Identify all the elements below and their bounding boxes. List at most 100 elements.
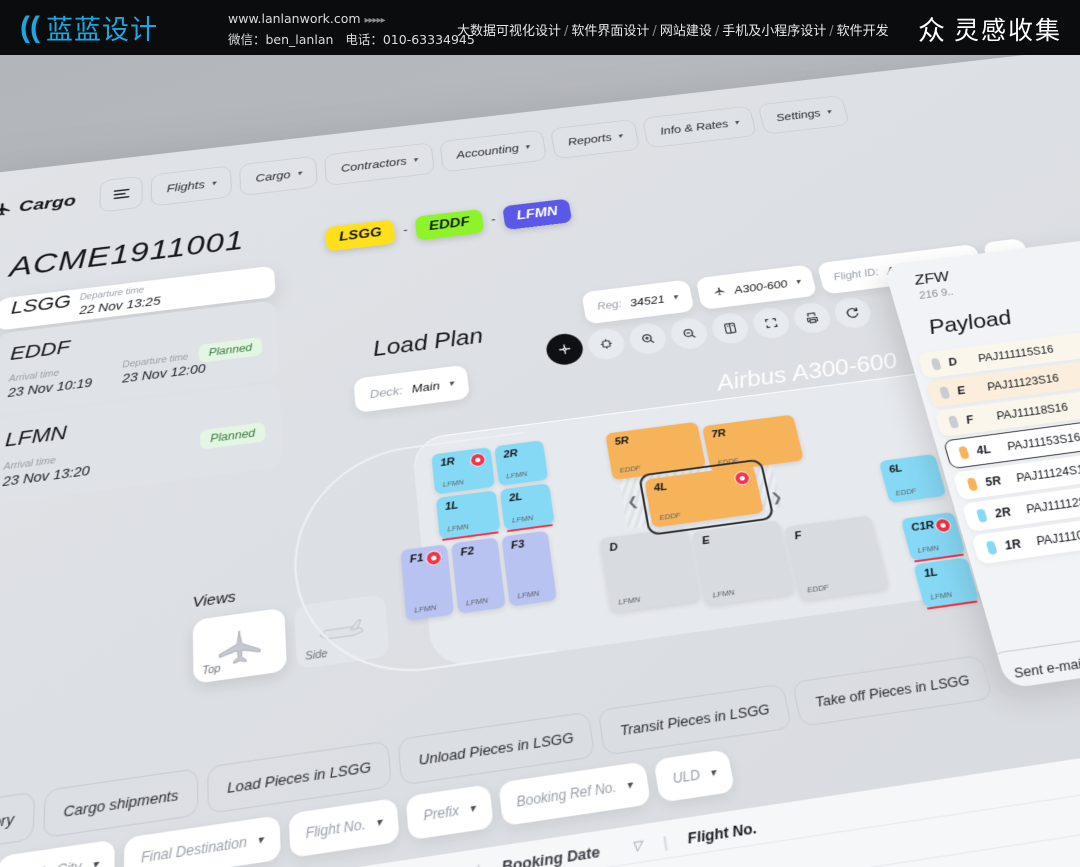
chevron-down-icon: ▾	[412, 155, 419, 164]
nav-item-settings[interactable]: Settings ▾	[757, 95, 851, 135]
cargo-position-dest: LFMN	[442, 477, 465, 489]
cargo-position-dest: LFMN	[929, 589, 954, 602]
payload-color-dot	[966, 477, 979, 492]
cargo-position[interactable]: 2L LFMN	[499, 483, 555, 533]
print-icon[interactable]	[790, 300, 834, 336]
reg-select[interactable]: Reg: 34521 ▾	[581, 279, 695, 325]
promo-mark-icon: 众	[917, 16, 945, 47]
cargo-position[interactable]: 2R LFMN	[494, 440, 549, 486]
cargo-position-dest: LFMN	[617, 594, 641, 607]
zfw-subtitle: 216 9..	[917, 285, 956, 302]
chevron-down-icon: ▾	[825, 107, 832, 116]
route-chip[interactable]: LFMN	[502, 198, 573, 231]
plane-icon	[713, 286, 725, 296]
filter-placeholder: Prefix	[422, 802, 460, 824]
aircraft-type-value: A300-600	[732, 277, 789, 296]
aircraft-type-select[interactable]: A300-600 ▾	[695, 264, 818, 310]
alert-icon[interactable]	[425, 549, 443, 567]
alert-icon[interactable]	[469, 452, 487, 468]
cargo-position[interactable]: F1 LFMN	[400, 544, 455, 622]
payload-position: F	[964, 413, 976, 427]
plane-top-icon	[214, 625, 266, 667]
drag-tool-icon[interactable]	[585, 326, 627, 362]
zfw-block: ZFW 216 9..	[912, 269, 955, 301]
service-separator: /	[564, 24, 569, 39]
table-col-booking-date[interactable]: ▽ | Booking Date	[445, 838, 634, 867]
filter-placeholder: ULD	[671, 766, 702, 787]
deck-select[interactable]: Deck: Main ▾	[353, 364, 471, 413]
reg-value: 34521	[628, 292, 666, 309]
cargo-position[interactable]: E LFMN	[691, 520, 795, 606]
nav-item-flights[interactable]: Flights ▾	[150, 165, 233, 207]
bottom-tab[interactable]: Cargo shipments	[42, 767, 199, 839]
logo-glyph-icon: ((	[20, 10, 40, 44]
nav-item-cargo[interactable]: Cargo ▾	[239, 155, 319, 197]
cargo-position-id: C1R	[909, 519, 936, 534]
cargo-position-id: 1R	[439, 456, 456, 469]
cargo-position[interactable]: F3 LFMN	[501, 530, 558, 607]
payload-awb: PAJ11123S16	[985, 371, 1061, 394]
fit-screen-icon[interactable]	[750, 306, 793, 341]
filter-select[interactable]: Prefix ▾	[405, 784, 494, 841]
nav-item-info-rates[interactable]: Info & Rates ▾	[642, 105, 758, 149]
cargo-position-id: 1L	[444, 499, 459, 513]
view-option-top[interactable]: Top	[192, 607, 288, 684]
nav-label: Flights	[166, 178, 205, 195]
main-nav: Flights ▾ Cargo ▾ Contractors ▾ Accounti…	[99, 95, 851, 213]
cargo-position-dest: LFMN	[516, 588, 540, 601]
cargo-position[interactable]: F2 LFMN	[450, 537, 506, 614]
payload-position: 4L	[974, 442, 993, 458]
nav-item-contractors[interactable]: Contractors ▾	[324, 142, 435, 186]
book-icon[interactable]	[709, 311, 752, 346]
filter-placeholder: Flight No.	[305, 816, 367, 842]
refresh-icon[interactable]	[831, 295, 875, 330]
screenshot-stage: Cargo Flights ▾ Cargo ▾ Contractors ▾ Ac…	[0, 55, 1080, 867]
flight-times: Departure time 22 Nov 13:25	[79, 284, 160, 317]
payload-awb: PAJ11102S16	[1034, 524, 1080, 549]
prev-position-arrow[interactable]: ❮	[625, 493, 640, 510]
flight-time-block: Arrival time 23 Nov 10:19	[8, 365, 93, 400]
cargo-position[interactable]: C1R LFMN	[900, 511, 966, 563]
cargo-position-id: 2R	[502, 447, 519, 461]
filter-select[interactable]: Flight No. ▾	[288, 797, 400, 859]
chevron-down-icon: ▾	[211, 179, 217, 188]
nav-item-reports[interactable]: Reports ▾	[550, 118, 641, 160]
chevron-down-icon: ▾	[91, 857, 99, 867]
cargo-position[interactable]: D LFMN	[599, 527, 701, 613]
payload-position: 2R	[993, 505, 1013, 521]
service-separator: /	[829, 24, 834, 39]
nav-menu-button[interactable]	[99, 175, 143, 213]
zoom-out-icon[interactable]	[668, 316, 711, 351]
filter-placeholder: Origin City	[14, 858, 82, 867]
filter-select[interactable]: Booking Ref No. ▾	[497, 761, 652, 827]
cargo-position-dest: LFMN	[511, 513, 534, 525]
cargo-position[interactable]: 1R LFMN	[431, 446, 496, 495]
zoom-in-icon[interactable]	[627, 321, 669, 357]
filter-icon[interactable]: ▽	[631, 838, 644, 855]
view-option-label: Side	[305, 648, 328, 663]
nav-label: Contractors	[340, 155, 408, 175]
payload-color-dot	[985, 540, 998, 556]
flight-leg-code: LSGG	[10, 290, 72, 318]
chevron-down-icon: ▾	[296, 169, 302, 178]
cargo-position[interactable]: 1L LFMN	[435, 490, 501, 541]
route-chip[interactable]: LSGG	[325, 219, 396, 252]
cargo-position[interactable]: F EDDF	[784, 515, 890, 601]
chevron-down-icon: ▾	[616, 131, 623, 141]
route-dash: -	[490, 212, 497, 227]
nav-label: Reports	[566, 131, 613, 148]
cargo-app-window: Cargo Flights ▾ Cargo ▾ Contractors ▾ Ac…	[0, 55, 1080, 867]
filter-select[interactable]: ULD ▾	[653, 749, 736, 803]
payload-awb: PAJ11118S16	[994, 400, 1070, 423]
filter-select[interactable]: Origin City ▾	[0, 839, 116, 867]
move-tool-icon[interactable]	[544, 331, 586, 367]
payload-position: E	[955, 384, 967, 398]
alert-icon[interactable]	[933, 517, 953, 534]
cargo-position[interactable]: 6L EDDF	[878, 453, 947, 504]
deck-label: Deck:	[369, 383, 404, 401]
route-chip[interactable]: EDDF	[414, 208, 485, 241]
nav-item-accounting[interactable]: Accounting ▾	[439, 129, 548, 173]
nav-label: Cargo	[255, 168, 291, 185]
load-plan-title: Load Plan	[372, 324, 485, 362]
promo-arrows-icon: ▸▸▸▸▸	[364, 15, 386, 26]
